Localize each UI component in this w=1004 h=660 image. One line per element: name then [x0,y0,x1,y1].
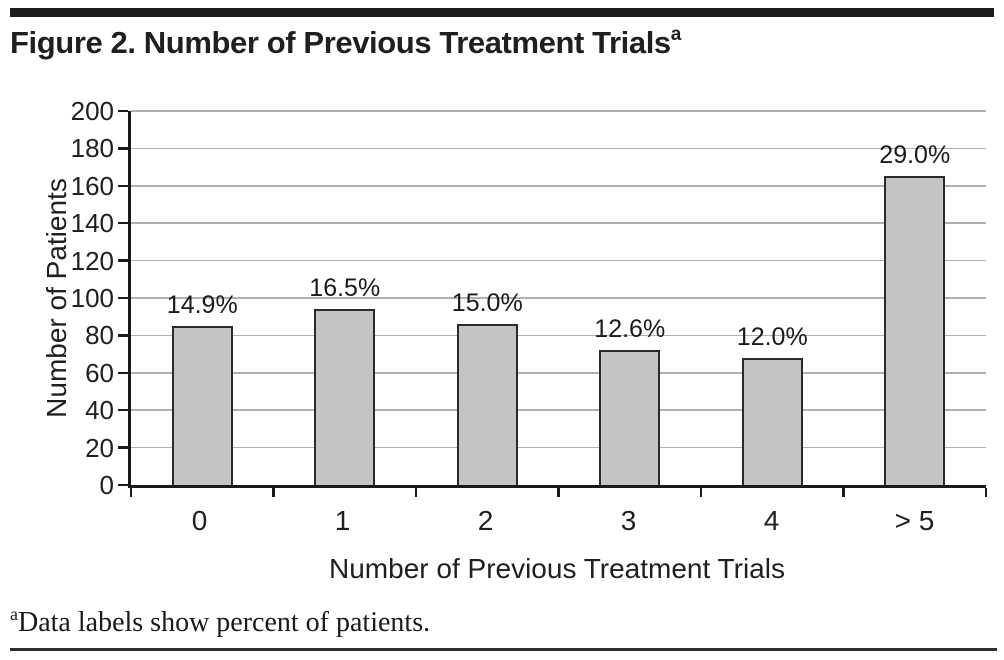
gridline-y-140 [131,222,986,224]
x-axis-tick-label: 2 [477,505,494,536]
bar-2 [456,324,518,485]
bar-1 [314,309,376,485]
x-axis-title: Number of Previous Treatment Trials [329,553,785,584]
footnote-text: Data labels show percent of patients. [18,607,431,638]
y-axis-title: Number of Patients [41,178,72,418]
y-axis-tick-100 [118,296,128,300]
x-axis-tick-label: 0 [191,505,208,536]
y-axis-tick-label: 20 [85,432,114,463]
y-axis-tick-label: 0 [99,470,114,500]
footnote-superscript: a [10,603,18,624]
bottom-rule [10,648,997,651]
y-axis-tick-label: 60 [85,357,114,388]
figure-title-superscript: a [670,23,682,45]
y-axis-tick-200 [118,109,128,113]
x-axis-tick-label: 3 [620,505,637,536]
bar-> 5 [884,176,946,485]
bar-data-label: 15.0% [451,289,523,318]
bar-4 [741,357,803,485]
gridline-y-80 [131,334,986,337]
x-axis-tick-label: 4 [763,505,780,536]
y-axis-tick-80 [118,334,128,337]
gridline-y-120 [131,259,986,262]
y-axis-tick-label: 180 [70,133,114,164]
top-rule [10,8,994,17]
y-axis-tick-180 [118,147,128,150]
y-axis-tick-label: 140 [70,208,114,239]
bar-data-label: 29.0% [879,141,951,170]
y-axis-tick-0 [118,483,128,487]
figure-title: Figure 2. Number of Previous Treatment T… [10,25,681,61]
bar-data-label: 12.6% [594,315,666,344]
footnote: aData labels show percent of patients. [10,603,431,639]
gridline-y-40 [131,409,986,411]
y-axis-tick-label: 100 [70,283,114,313]
y-axis-tick-40 [118,408,128,412]
gridline-y-180 [131,147,986,150]
y-axis-tick-120 [118,259,128,262]
gridline-y-20 [131,446,986,449]
plot-area: 0 20 40 60 80 100 120 140 160 180 200 14.9% 16.5% 15.… [71,98,988,498]
y-axis-tick-label: 120 [70,245,114,276]
x-axis-tick-label: 1 [334,505,351,536]
figure-title-text: Figure 2. Number of Previous Treatment T… [10,25,671,60]
x-axis-tick-2 [414,488,418,497]
x-axis-tick-4 [699,488,703,497]
bar-3 [599,350,661,485]
x-axis-tick-labels: 0 1 2 3 4 > 5 [128,506,986,536]
bar-data-label: 14.9% [166,291,238,320]
bar-data-label: 16.5% [309,274,381,303]
gridline-y-160 [131,185,986,187]
gridline-y-60 [131,372,986,374]
x-axis-tick-3 [557,488,560,497]
y-axis-tick-label: 160 [70,170,114,201]
y-axis-tick-140 [118,221,128,225]
y-axis-tick-label: 200 [70,96,114,126]
y-axis-tick-160 [118,184,128,188]
y-axis-tick-label: 80 [85,320,114,351]
y-axis-tick-60 [118,371,128,375]
x-axis-tick-1 [272,488,275,497]
bar-data-label: 12.0% [736,322,808,351]
x-axis-tick-0 [129,488,133,497]
x-axis-tick-6 [984,488,988,497]
bar-0 [171,326,233,485]
x-axis-tick-5 [842,488,845,497]
y-axis-tick-label: 40 [85,395,114,426]
gridline-y-100 [131,297,986,299]
x-axis-tick-label: > 5 [894,505,935,536]
gridline-y-200 [131,110,986,112]
y-axis-tick-20 [118,446,128,449]
